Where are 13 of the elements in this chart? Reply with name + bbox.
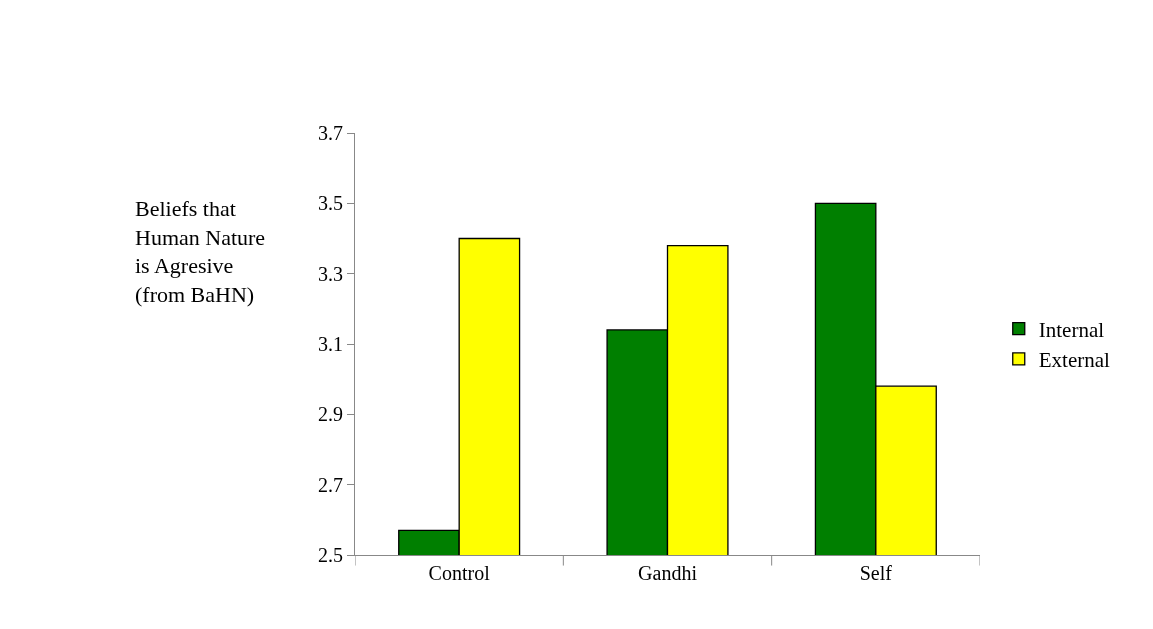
y-tick-label: 2.5 (318, 544, 343, 566)
y-tick-label: 2.9 (318, 403, 343, 426)
y-tick-label: 3.1 (318, 333, 343, 355)
y-tick-label: 3.7 (318, 122, 343, 144)
y-tick-label: 2.7 (318, 473, 343, 496)
y-axis-title: Beliefs that Human Nature is Agresive (from BaHN) (135, 196, 266, 307)
legend-label: Internal (1038, 317, 1105, 342)
x-tick-label: Control (428, 562, 491, 584)
x-tick-label: Gandhi (638, 562, 698, 584)
legend-label: External (1038, 348, 1111, 373)
y-tick-label: 3.3 (318, 262, 343, 285)
y-tick-label: 3.5 (318, 192, 343, 215)
x-tick-label: Self (859, 562, 893, 584)
